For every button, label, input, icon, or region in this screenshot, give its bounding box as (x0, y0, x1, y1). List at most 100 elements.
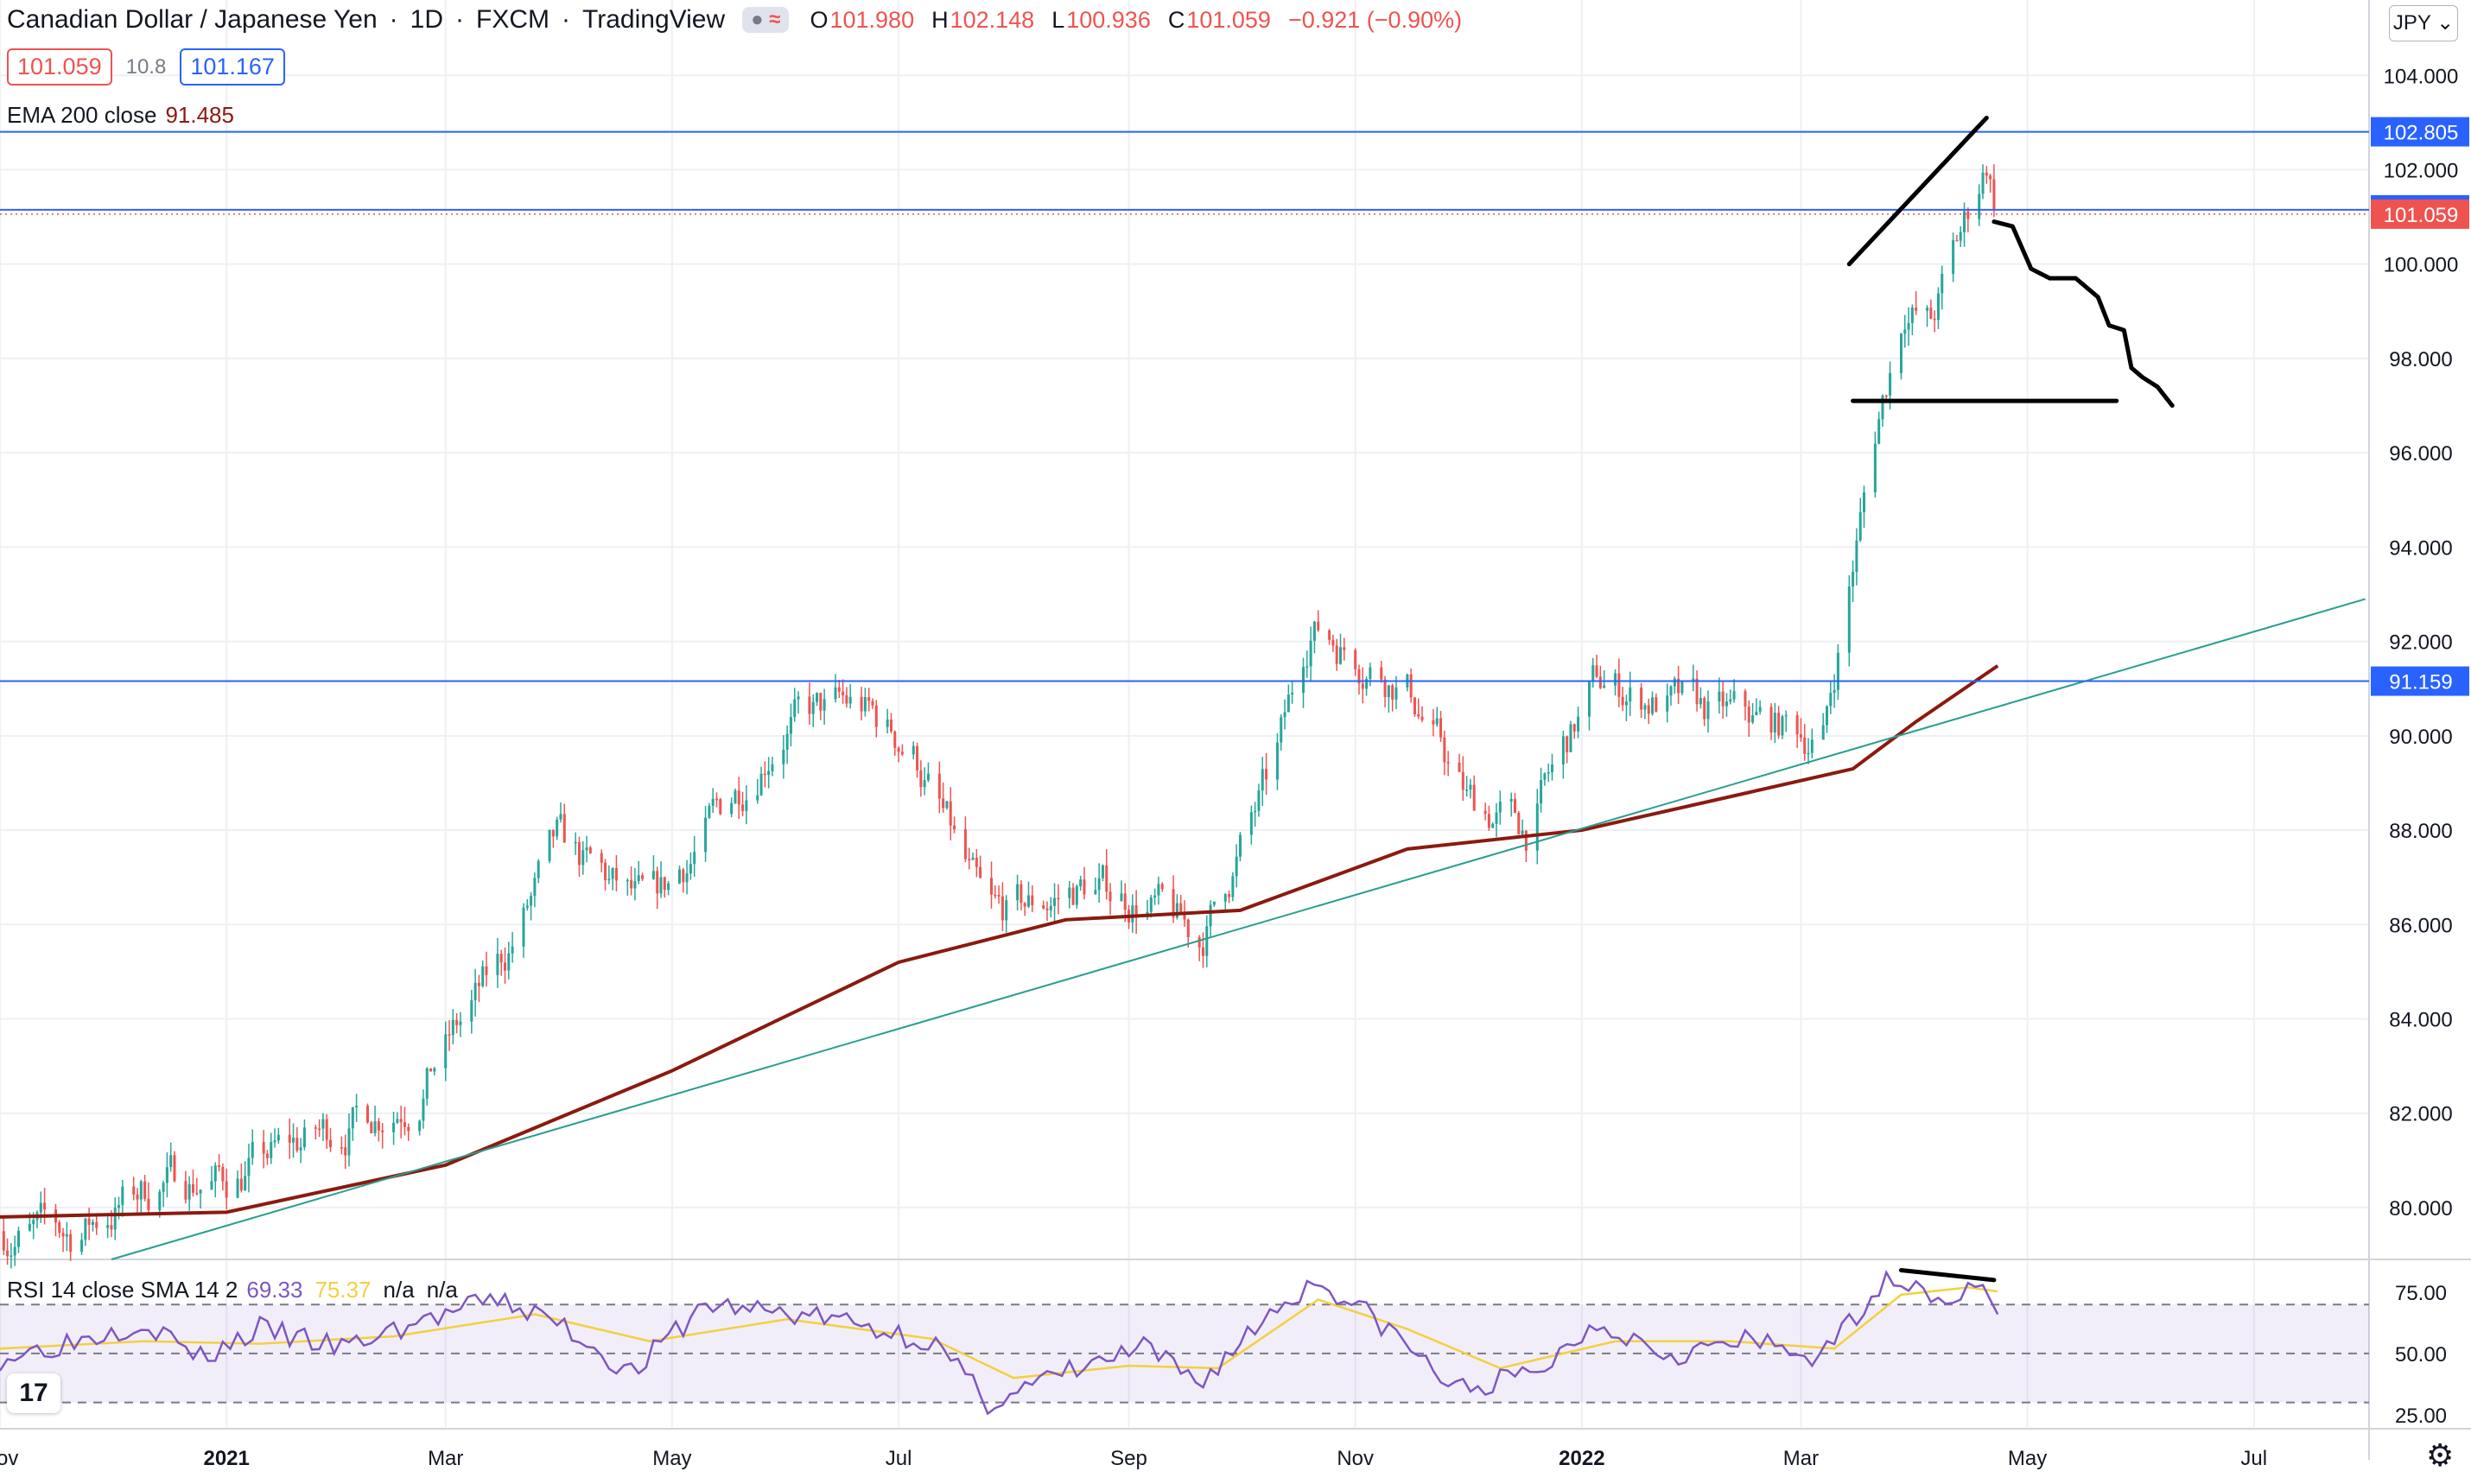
candle-body (195, 1192, 199, 1195)
candle-body (525, 905, 529, 908)
y-tick-label: 100.000 (2384, 254, 2459, 277)
candle-body (1254, 810, 1257, 813)
candle-body (110, 1225, 113, 1230)
candle-body (1795, 714, 1799, 735)
candle-body (730, 802, 734, 815)
candle-body (1328, 630, 1331, 640)
candle-body (1952, 239, 1955, 274)
candle-body (926, 773, 930, 781)
candle-body (1312, 621, 1316, 641)
candle-body (425, 1068, 429, 1099)
candle-body (61, 1233, 65, 1237)
candle-body (1966, 211, 1970, 219)
candle-body (1521, 830, 1524, 834)
last-price-tag-bg (2371, 199, 2469, 229)
y-tick-label: 96.000 (2389, 442, 2452, 466)
candle-body (1495, 812, 1498, 824)
tradingview-logo[interactable]: 17 (7, 1373, 60, 1413)
x-tick-label: Nov (1337, 1447, 1374, 1470)
candle-body (1183, 913, 1186, 920)
candle-body (1435, 718, 1439, 725)
candle-body (247, 1157, 251, 1176)
candle-body (651, 871, 655, 879)
candle-body (789, 717, 792, 734)
candle-body (173, 1155, 176, 1182)
candle-body (1439, 718, 1443, 738)
candle-body (916, 745, 919, 771)
candle-body (1781, 716, 1784, 736)
candle-body (837, 687, 841, 692)
candle-body (1157, 884, 1160, 896)
candle-body (689, 864, 692, 874)
candle-body (548, 829, 551, 861)
x-tick-label: Jul (886, 1447, 912, 1470)
gear-icon[interactable]: ⚙ (2426, 1437, 2455, 1473)
candle-body (1889, 372, 1892, 396)
candle-body (340, 1147, 343, 1149)
candle-body (1016, 884, 1020, 901)
candle-body (1677, 678, 1680, 694)
candle-body (470, 1000, 473, 1022)
candle-body (923, 780, 926, 788)
candle-body (262, 1142, 265, 1154)
candle-body (971, 857, 975, 860)
candle-body (433, 1068, 436, 1072)
candle-body (759, 773, 763, 796)
candle-body (80, 1240, 84, 1253)
currency-dropdown[interactable]: JPY ⌄ (2389, 5, 2458, 41)
candle-body (1023, 903, 1026, 907)
symbol-title[interactable]: Canadian Dollar / Japanese Yen (7, 5, 378, 34)
y-tick-label: 94.000 (2389, 536, 2452, 560)
candle-body (1186, 919, 1190, 938)
candle-body (1105, 865, 1108, 892)
candle-body (399, 1119, 403, 1123)
candle-body (1929, 308, 1933, 319)
candle-body (302, 1127, 306, 1148)
candle-body (1443, 737, 1446, 763)
candle-body (1666, 695, 1669, 712)
candle-body (1000, 896, 1004, 921)
candle-body (968, 859, 971, 861)
candle-body (1884, 395, 1888, 397)
candle-body (1926, 308, 1929, 311)
buy-price-button[interactable]: 101.167 (180, 48, 285, 86)
candle-body (199, 1189, 202, 1194)
candle-body (1108, 891, 1112, 902)
ema200-line (0, 664, 1999, 1219)
rsi-legend[interactable]: RSI 14 close SMA 14 2 69.33 75.37 n/a n/a (7, 1277, 458, 1303)
candle-body (39, 1202, 42, 1213)
candle-body (1614, 673, 1617, 686)
candle-body (1309, 640, 1312, 667)
candle-body (1855, 540, 1858, 573)
ema-legend[interactable]: EMA 200 close 91.485 (7, 102, 234, 129)
x-tick-label: Sep (1110, 1447, 1147, 1470)
candle-body (1725, 701, 1728, 707)
candle-body (1354, 650, 1357, 669)
candle-body (1275, 742, 1279, 780)
candle-body (1744, 691, 1747, 707)
price-tag: 91.159 (2389, 671, 2452, 694)
market-status-icon[interactable]: ● ≈ (742, 7, 790, 33)
candle-body (136, 1194, 139, 1200)
candle-body (1959, 231, 1962, 241)
candle-body (1747, 706, 1750, 723)
candle-body (811, 701, 815, 714)
candle-body (1031, 895, 1034, 906)
candle-body (1291, 693, 1294, 695)
candle-body (481, 966, 485, 986)
candle-body (871, 701, 874, 706)
candle-body (537, 860, 540, 878)
candle-body (1572, 724, 1576, 732)
candle-body (1049, 905, 1052, 910)
interval-label[interactable]: 1D (410, 5, 444, 34)
x-tick-label: 2022 (1559, 1447, 1604, 1470)
header-separator: · (455, 5, 465, 34)
candle-body (1409, 674, 1413, 698)
x-tick-label: May (652, 1447, 691, 1470)
candle-body (1877, 419, 1881, 444)
candle-body (577, 841, 581, 866)
candle-body (113, 1208, 117, 1230)
sell-price-button[interactable]: 101.059 (7, 48, 112, 86)
candle-body (13, 1246, 16, 1256)
